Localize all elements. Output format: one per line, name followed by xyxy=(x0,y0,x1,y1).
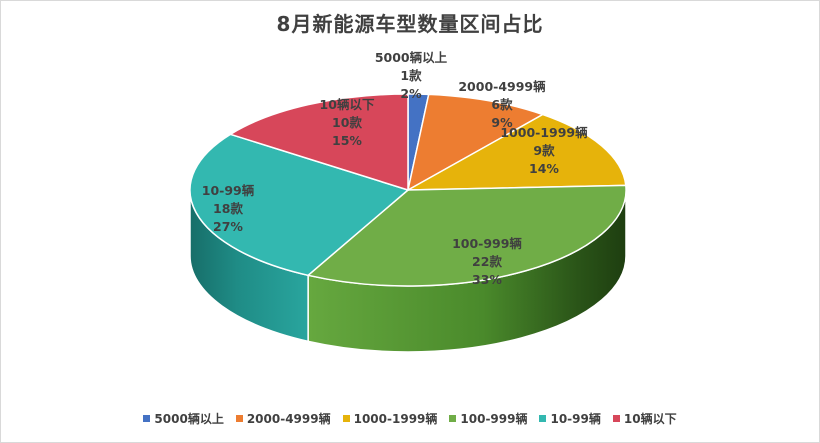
legend-label: 100-999辆 xyxy=(460,412,528,426)
pie-slice-6 xyxy=(228,93,409,192)
legend-label: 10-99辆 xyxy=(550,412,601,426)
category-label: 10-99辆 xyxy=(202,183,255,198)
category-label: 10辆以下 xyxy=(320,97,375,112)
data-label-1: 5000辆以上 1款 2% xyxy=(375,50,448,101)
count-label: 18款 xyxy=(213,201,243,216)
legend-label: 5000辆以上 xyxy=(154,412,224,426)
legend-swatch xyxy=(612,415,620,422)
count-label: 6款 xyxy=(491,97,513,112)
legend-item: 10-99辆 xyxy=(539,410,601,427)
legend-item: 1000-1999辆 xyxy=(342,410,438,427)
legend-label: 10辆以下 xyxy=(623,412,677,426)
data-label-5: 10-99辆 18款 27% xyxy=(202,183,255,234)
legend-swatch xyxy=(235,415,243,422)
pie-slice-5 xyxy=(189,133,410,277)
legend-swatch xyxy=(342,415,350,422)
category-label: 5000辆以上 xyxy=(375,50,448,65)
legend-item: 10辆以下 xyxy=(612,410,677,427)
data-label-2: 2000-4999辆 6款 9% xyxy=(458,79,546,130)
count-label: 9款 xyxy=(533,143,555,158)
pie-slice-4 xyxy=(306,184,627,287)
count-label: 1款 xyxy=(400,68,422,83)
legend: 5000辆以上 2000-4999辆 1000-1999辆 100-999辆 10-99… xyxy=(0,410,820,427)
legend-item: 100-999辆 xyxy=(449,410,527,427)
chart-title: 8月新能源车型数量区间占比 xyxy=(276,12,544,36)
legend-label: 1000-1999辆 xyxy=(353,412,438,426)
data-label-3: 1000-1999辆 9款 14% xyxy=(500,125,588,176)
percent-label: 27% xyxy=(213,219,243,234)
legend-item: 2000-4999辆 xyxy=(235,410,331,427)
category-label: 2000-4999辆 xyxy=(458,79,546,94)
legend-label: 2000-4999辆 xyxy=(246,412,331,426)
percent-label: 2% xyxy=(400,86,422,101)
percent-label: 15% xyxy=(332,133,362,148)
category-label: 1000-1999辆 xyxy=(500,125,588,140)
pie-slice-2 xyxy=(406,93,545,192)
count-label: 22款 xyxy=(472,254,502,269)
legend-swatch xyxy=(539,415,547,422)
percent-label: 9% xyxy=(491,115,513,130)
count-label: 10款 xyxy=(332,115,362,130)
legend-item: 5000辆以上 xyxy=(143,410,224,427)
legend-swatch xyxy=(449,415,457,422)
legend-swatch xyxy=(143,415,151,422)
data-label-4: 100-999辆 22款 33% xyxy=(452,236,522,287)
category-label: 100-999辆 xyxy=(452,236,522,251)
pie-slice-3 xyxy=(407,113,627,191)
percent-label: 33% xyxy=(472,272,502,287)
percent-label: 14% xyxy=(529,161,559,176)
data-label-6: 10辆以下 10款 15% xyxy=(320,97,375,148)
